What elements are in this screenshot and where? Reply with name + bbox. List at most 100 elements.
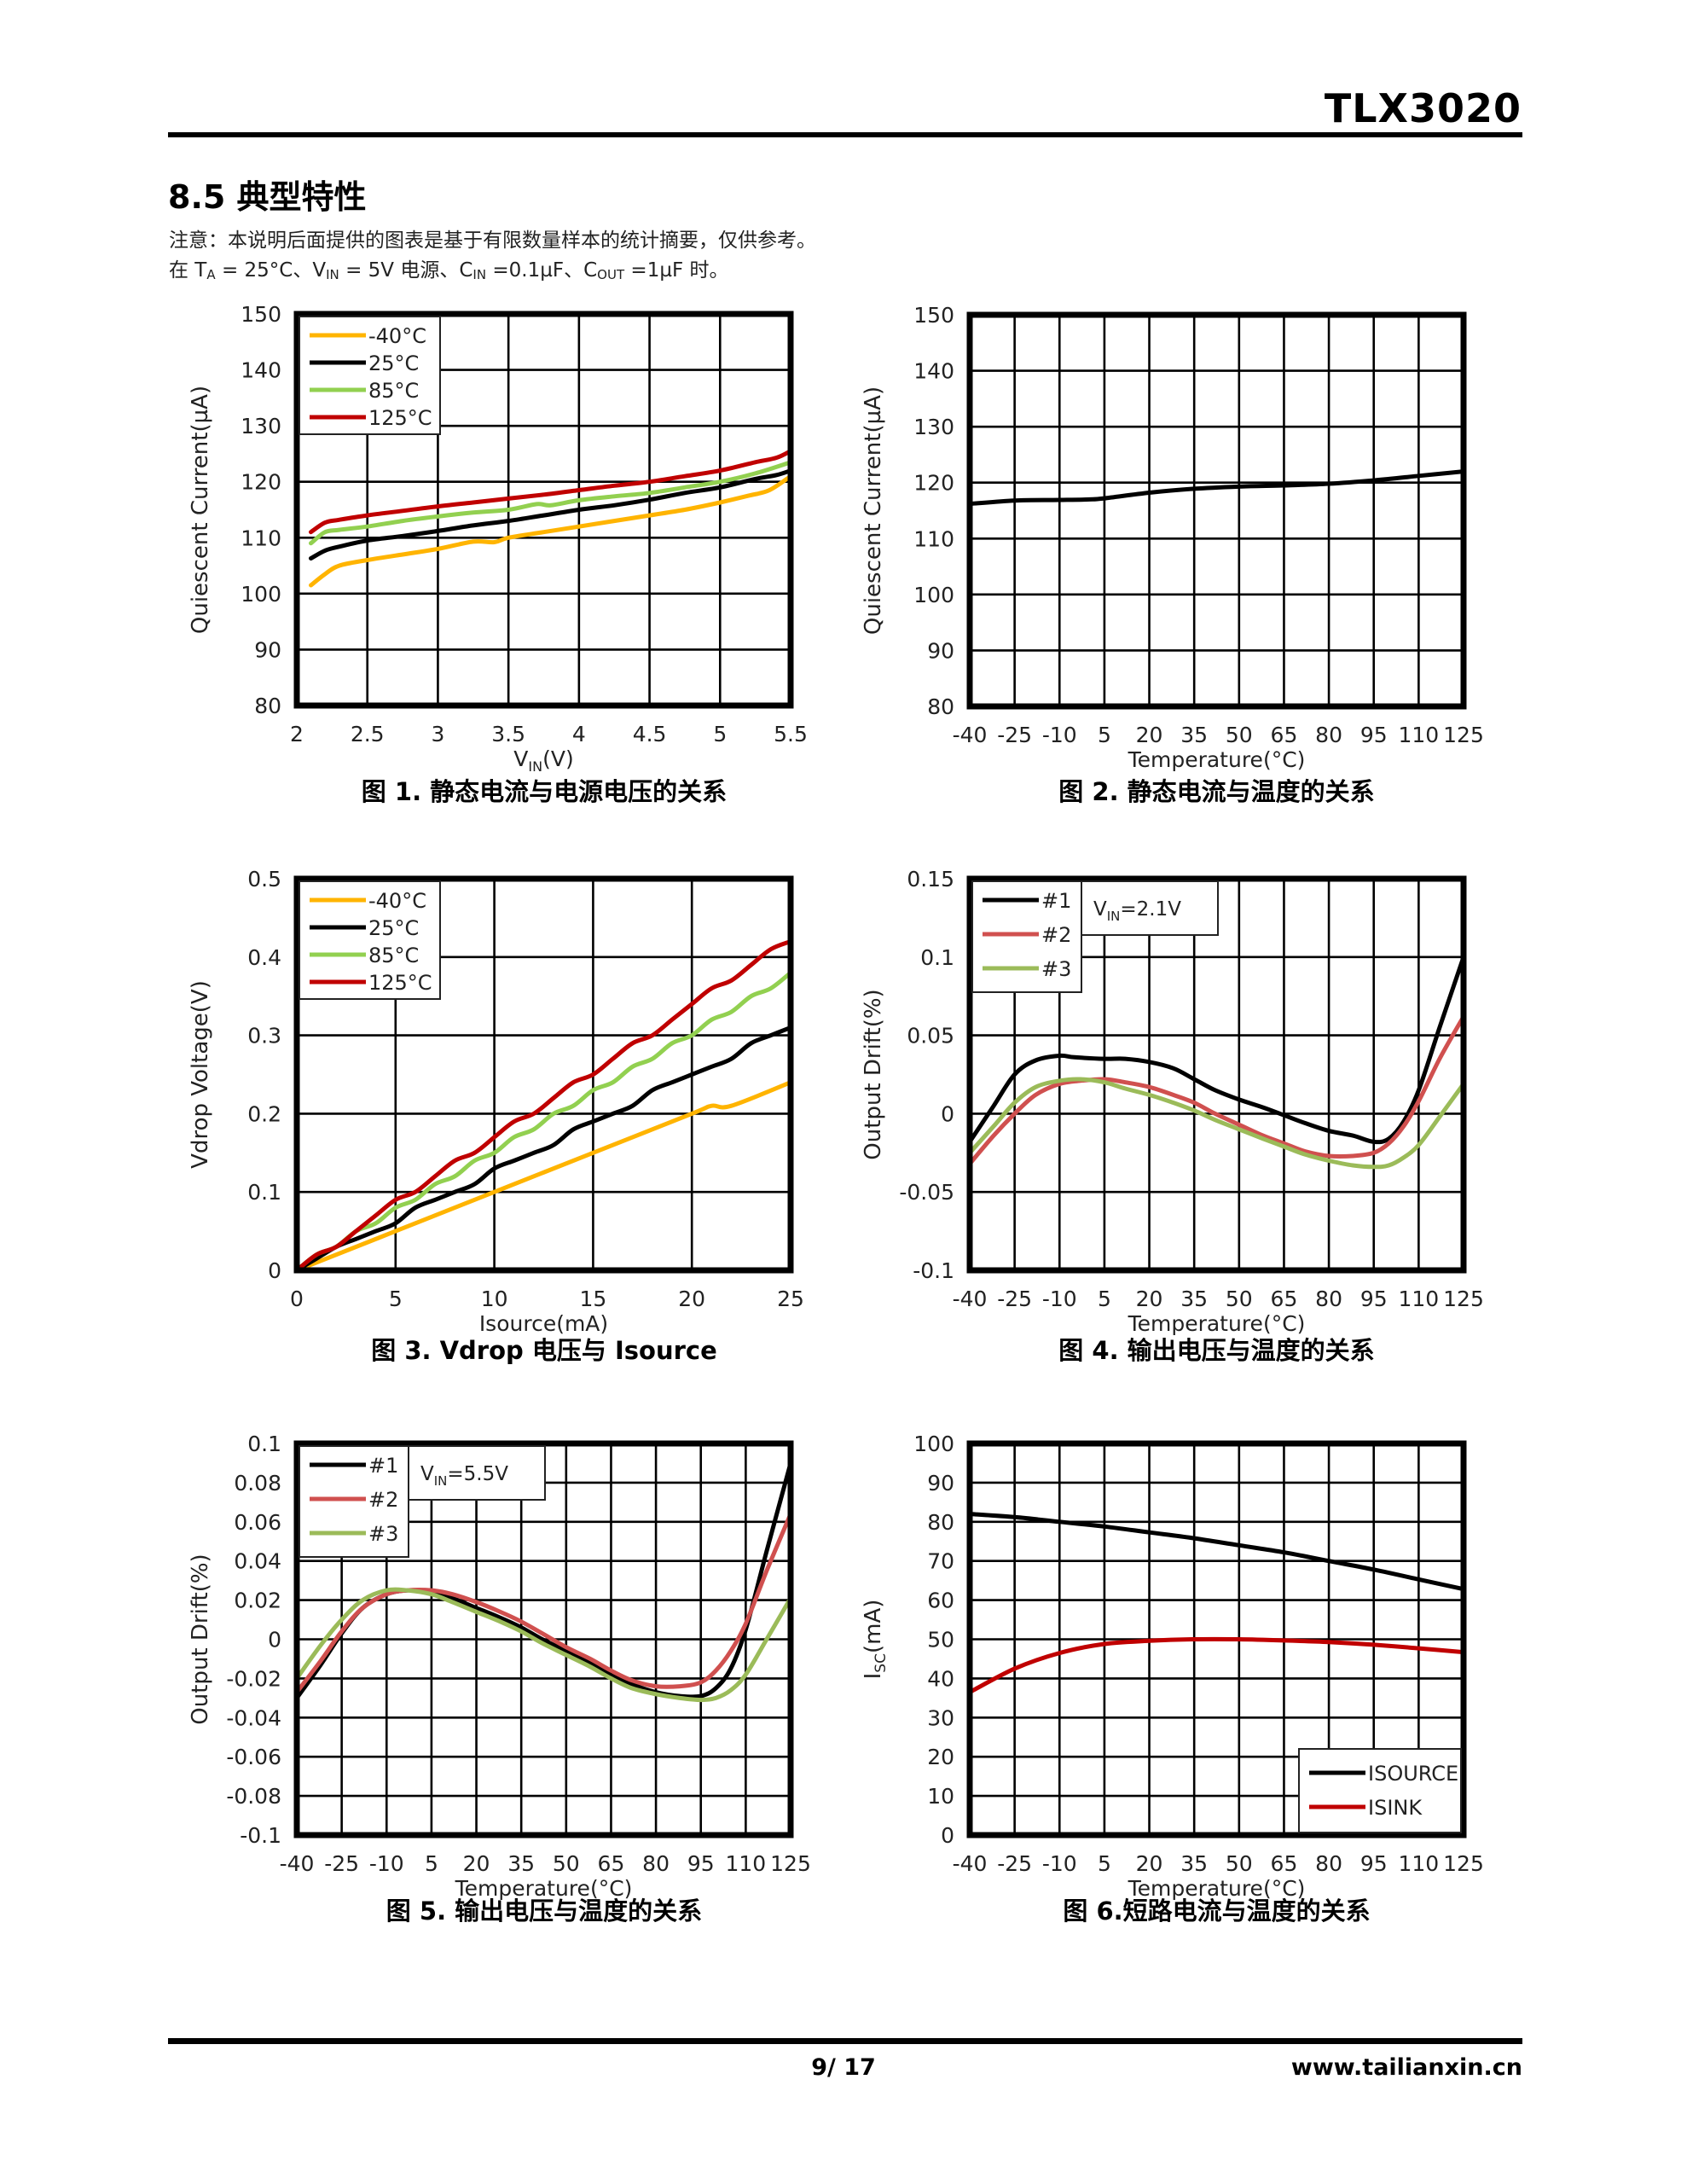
x-tick-label: -25 [324,1851,359,1876]
y-tick-label: 0.15 [907,867,954,892]
y-tick-label: -0.05 [899,1180,954,1205]
x-tick-label: 95 [1360,1287,1388,1311]
y-tick-label: 0 [268,1628,281,1653]
y-axis-title: Quiescent Current(µA) [188,386,213,634]
note-conditions: 在 TA = 25°C、VIN = 5V 电源、CIN =0.1µF、COUT … [169,253,729,282]
x-tick-label: 125 [1443,1851,1484,1876]
x-tick-label: 35 [1180,1287,1208,1311]
legend: -40°C 25°C 85°C 125°C [299,316,441,435]
x-tick-label: 35 [1180,723,1208,747]
header-rule [168,132,1522,137]
x-tick-label: -25 [997,723,1032,747]
series-group [297,1461,791,1703]
x-tick-label: 65 [1271,1851,1298,1876]
legend-label: ISINK [1368,1796,1423,1820]
legend-item: 25°C [310,351,419,375]
legend-item: 25°C [310,916,419,940]
x-tick-label: 80 [1315,723,1342,747]
x-tick-label: -40 [953,1287,988,1311]
legend-label: #1 [1041,889,1071,913]
legend-item: 125°C [310,406,432,430]
legend-item: ISINK [1309,1796,1423,1820]
series-line-40c [297,1080,791,1270]
vin-annotation: VIN=2.1V [1081,880,1219,936]
series-group [309,449,791,588]
y-tick-label: 80 [927,1510,954,1535]
y-tick-label: 100 [913,1432,954,1456]
plot-frame [966,1440,1467,1838]
x-tick-label: 5 [1098,723,1111,747]
series-line-25c [309,468,791,561]
legend-label: #1 [368,1454,398,1478]
legend-label: 85°C [368,944,419,967]
plot-frame [293,311,794,709]
x-tick-label: 5 [1098,1851,1111,1876]
y-tick-label: 0.05 [907,1024,954,1048]
y-tick-label: 0 [268,1258,281,1283]
y-tick-label: -0.06 [226,1745,281,1769]
x-tick-label: 95 [687,1851,715,1876]
y-tick-label: 130 [913,415,954,439]
y-tick-label: 0.1 [247,1180,281,1205]
y-axis-title: Vdrop Voltage(V) [188,980,213,1169]
figure-6-chart: -40 -25 -10 5 20 35 50 65 80 95 110 125 0 10 20 30 40 50 6… [842,1422,1498,1916]
y-tick-label: 0 [941,1823,954,1848]
y-tick-label: 0.5 [247,867,281,892]
y-tick-label: 80 [927,694,954,719]
x-tick-label: 5.5 [774,722,808,746]
y-tick-label: -0.02 [226,1666,281,1691]
legend-label: 25°C [368,916,419,940]
figure-2-caption: 图 2. 静态电流与温度的关系 [1058,777,1375,806]
footer-rule [168,2038,1522,2044]
y-axis-title: Output Drift(%) [861,989,886,1159]
website-link[interactable]: www.tailianxin.cn [1290,2054,1522,2081]
series-line-125c [297,938,791,1270]
y-tick-label: 0.2 [247,1101,281,1126]
y-tick-label: 60 [927,1589,954,1613]
legend-item: 85°C [310,944,419,967]
series-line-3 [297,1587,791,1703]
x-axis-title: Temperature(°C) [1128,1311,1306,1336]
plot-area [970,315,1464,706]
x-tick-label: 95 [1360,723,1388,747]
x-tick-label: 20 [1136,1287,1163,1311]
figure-1-chart: 2 2.5 3 3.5 4 4.5 5 5.5 80 90 100 110 120 130 140 150 VI… [169,293,825,787]
series-line-1 [970,955,1464,1145]
x-axis-title: Temperature(°C) [1128,747,1306,772]
y-tick-label: -0.04 [226,1705,281,1730]
x-tick-label: -40 [953,723,988,747]
chart-svg: -40 -25 -10 5 20 35 50 65 80 95 110 125809010011012… [861,303,1484,772]
annotation-box [1081,880,1219,936]
series-line-40c [309,473,791,588]
x-tick-label: -10 [1042,723,1077,747]
chart-svg: -40 -25 -10 5 20 35 50 65 80 95 110 125 -0.1 -0.08 -0.… [188,1432,811,1901]
y-tick-label: 100 [241,582,281,607]
legend-item: #1 [310,1454,398,1478]
plot-frame [293,875,794,1274]
y-tick-label: 140 [913,359,954,384]
y-tick-label: 0 [941,1101,954,1126]
y-tick-label: 10 [927,1784,954,1809]
cond-sub: IN [326,267,339,282]
legend-label: 25°C [368,351,419,375]
x-tick-label: 110 [1399,1287,1440,1311]
y-tick-label: 50 [927,1628,954,1653]
x-tick-label: 5 [1098,1287,1111,1311]
y-tick-label: 90 [927,1471,954,1496]
legend-item: -40°C [310,324,426,348]
series-group [970,469,1464,507]
series-group [297,938,791,1270]
series-line-iq [970,469,1464,507]
y-tick-label: 0.06 [234,1510,281,1535]
plot-frame [966,875,1467,1274]
x-tick-label: -25 [997,1287,1032,1311]
figure-6-caption: 图 6.短路电流与温度的关系 [1063,1896,1371,1926]
y-axis-title: Quiescent Current(µA) [861,386,886,635]
y-tick-label: 40 [927,1666,954,1691]
series-line-25c [297,1025,791,1270]
figure-5-caption: 图 5. 输出电压与温度的关系 [386,1896,703,1926]
cond-text: 在 T [169,259,207,282]
y-tick-label: 110 [241,526,281,550]
y-tick-label: 100 [913,583,954,607]
legend-label: -40°C [368,324,426,348]
